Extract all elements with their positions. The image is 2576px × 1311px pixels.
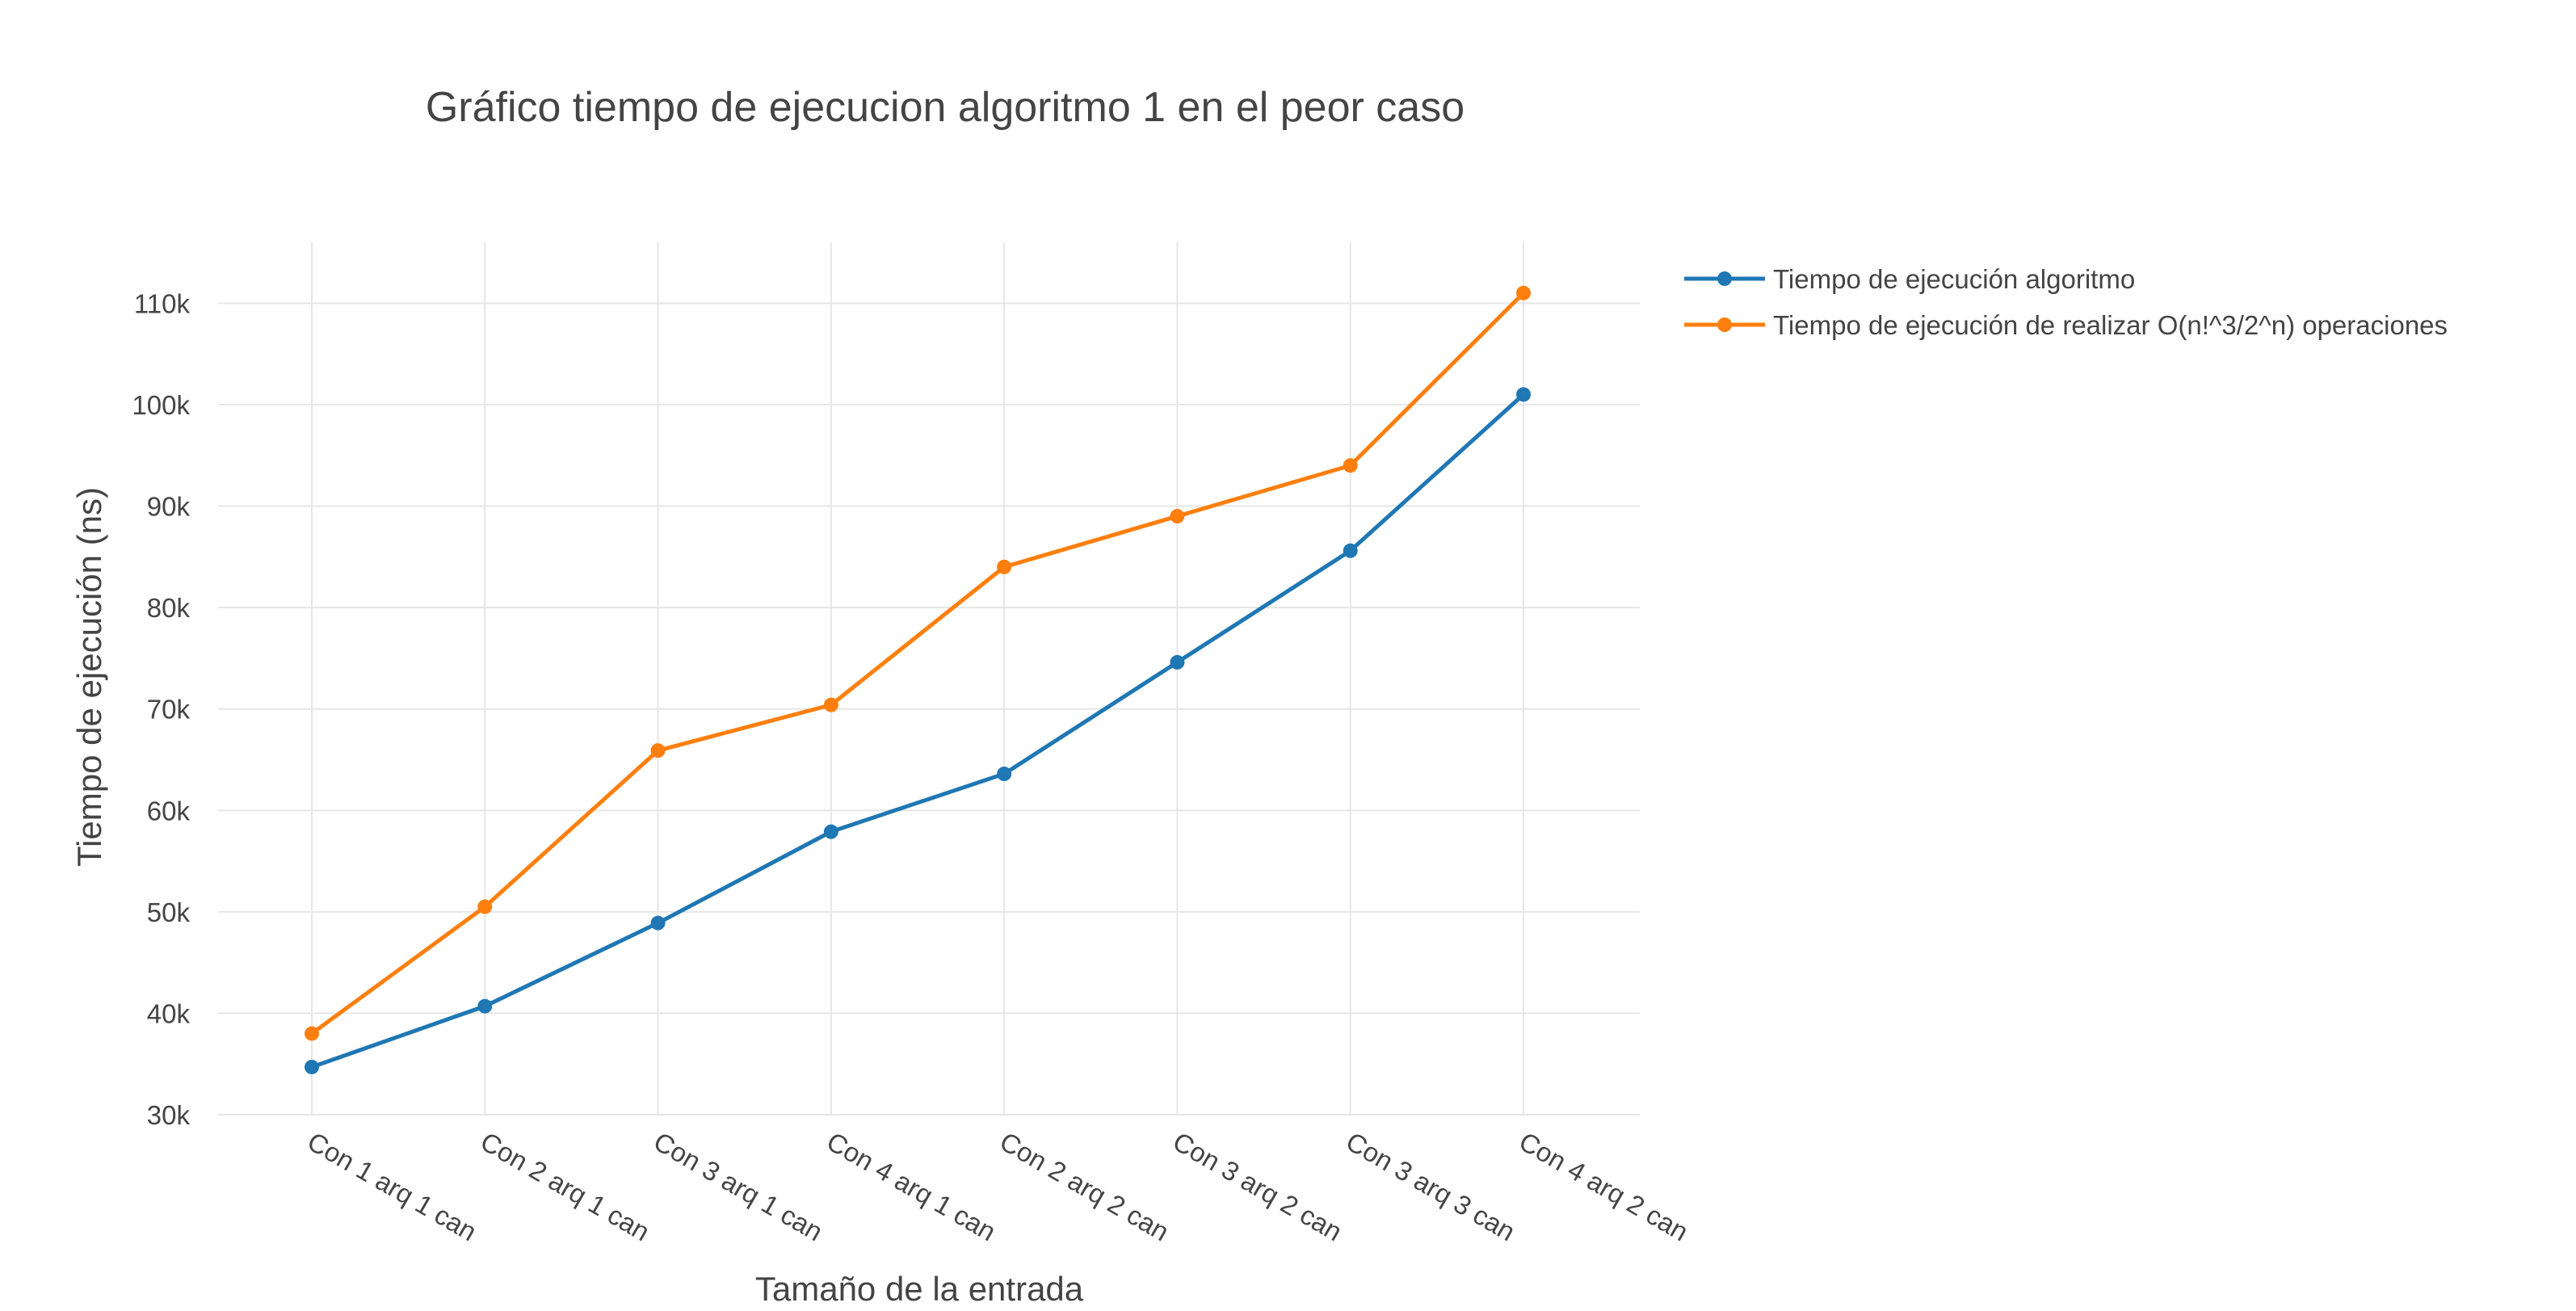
data-point[interactable] [1516,285,1531,300]
y-tick-label: 100k [132,390,190,420]
series-line [309,291,1526,1036]
y-tick-label: 70k [147,695,191,725]
data-point[interactable] [1516,387,1531,402]
data-point[interactable] [823,824,838,839]
x-tick-label: Con 2 arq 2 can [995,1126,1175,1246]
data-point[interactable] [997,559,1012,574]
data-point[interactable] [823,697,838,712]
legend-swatch-marker [1717,271,1732,286]
y-tick-label: 50k [147,897,191,927]
y-axis-title: Tiempo de ejecución (ns) [70,487,108,867]
chart-title: Gráfico tiempo de ejecucion algoritmo 1 … [426,84,1464,131]
x-axis-title: Tamaño de la entrada [755,1270,1084,1308]
y-tick-label: 110k [134,288,191,318]
legend[interactable]: Tiempo de ejecución algoritmo Tiempo de e… [1684,264,2448,340]
x-tick-label: Con 3 arq 1 can [649,1126,828,1246]
y-tick-label: 80k [147,593,191,623]
series-group [305,285,1531,1074]
y-tick-label: 40k [147,998,191,1028]
data-point[interactable] [650,915,666,931]
series-2 [305,285,1531,1041]
series-line [309,392,1526,1069]
y-tick-label: 30k [147,1100,191,1130]
x-tick-label: Con 3 arq 3 can [1341,1126,1520,1246]
data-point[interactable] [1170,509,1185,524]
data-point[interactable] [1170,654,1185,670]
data-point[interactable] [650,743,666,758]
legend-label: Tiempo de ejecución algoritmo [1773,264,2135,294]
x-tick-label: Con 2 arq 1 can [476,1126,655,1246]
data-point[interactable] [477,899,493,914]
y-tick-label: 90k [147,492,191,522]
x-tick-label: Con 3 arq 2 can [1168,1126,1347,1246]
data-point[interactable] [477,998,493,1014]
x-tick-label: Con 4 arq 1 can [822,1126,1001,1246]
data-point[interactable] [1343,458,1358,473]
legend-item-1[interactable]: Tiempo de ejecución algoritmo [1684,264,2135,294]
y-tick-label: 60k [147,796,191,826]
data-point[interactable] [305,1059,319,1074]
y-axis-ticks: 30k 40k 50k 60k 70k 80k 90k 100k 110k [132,288,190,1130]
legend-swatch-marker [1717,317,1732,332]
legend-item-2[interactable]: Tiempo de ejecución de realizar O(n!^3/2… [1684,310,2448,340]
data-point[interactable] [1343,543,1358,558]
legend-label: Tiempo de ejecución de realizar O(n!^3/2… [1773,310,2448,340]
data-point[interactable] [997,767,1012,782]
data-point[interactable] [305,1026,319,1041]
gridlines [218,242,1640,1116]
x-tick-label: Con 1 arq 1 can [303,1126,482,1246]
series-1 [305,387,1531,1074]
x-tick-label: Con 4 arq 2 can [1515,1126,1694,1246]
